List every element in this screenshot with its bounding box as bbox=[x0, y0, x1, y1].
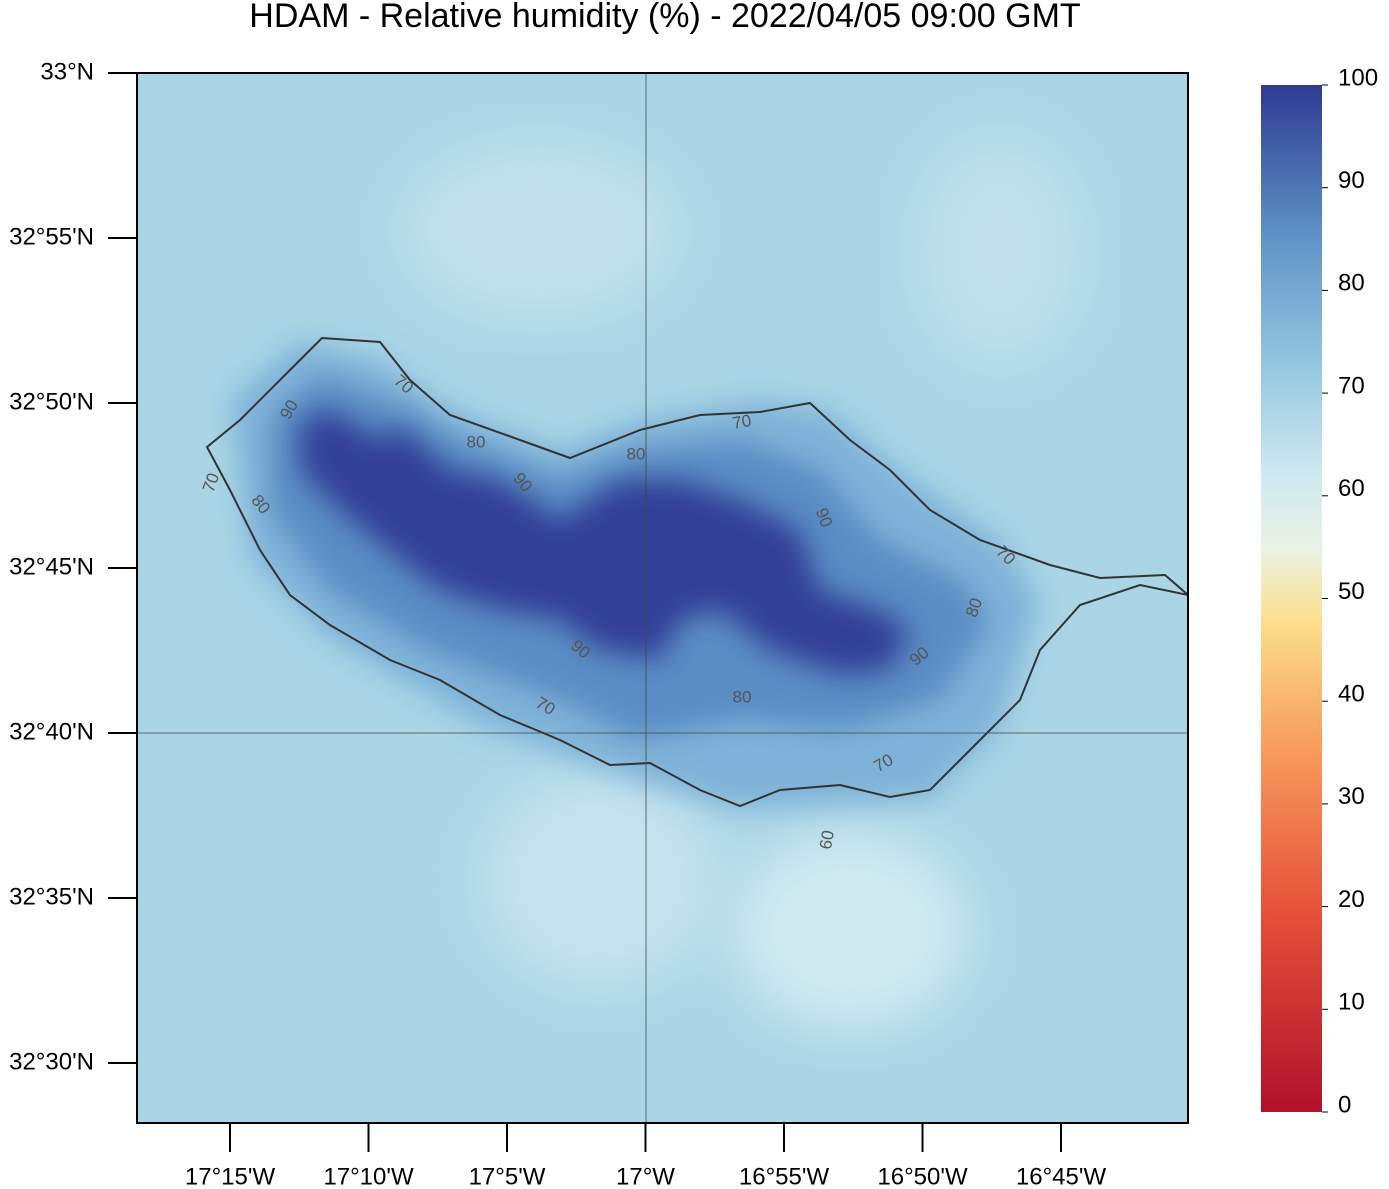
title: HDAM - Relative humidity (%) - 2022/04/0… bbox=[249, 0, 1080, 35]
colorbar-label: 30 bbox=[1338, 783, 1365, 810]
field-patch bbox=[480, 770, 720, 990]
colorbar-label: 60 bbox=[1338, 475, 1365, 502]
colorbar-label: 80 bbox=[1338, 270, 1365, 297]
colorbar-label: 20 bbox=[1338, 886, 1365, 913]
contour-label: 70 bbox=[731, 411, 753, 433]
lon-label: 17°15'W bbox=[185, 1163, 276, 1189]
lat-label: 32°35'N bbox=[9, 883, 94, 910]
colorbar-label: 0 bbox=[1338, 1091, 1351, 1118]
lon-label: 17°10'W bbox=[323, 1163, 414, 1189]
colorbar bbox=[1261, 85, 1322, 1112]
lat-label: 32°40'N bbox=[9, 718, 94, 745]
field-patch bbox=[400, 140, 680, 320]
lat-label: 33°N bbox=[40, 58, 94, 85]
lat-label: 32°50'N bbox=[9, 388, 94, 415]
colorbar-label: 90 bbox=[1338, 167, 1365, 194]
colorbar-label: 50 bbox=[1338, 578, 1365, 605]
plot-frame bbox=[136, 72, 1189, 1124]
field-patch bbox=[910, 130, 1090, 370]
field bbox=[137, 73, 1188, 1123]
lon-label: 16°50'W bbox=[877, 1163, 968, 1189]
colorbar-label: 100 bbox=[1338, 64, 1378, 91]
contour-label: 80 bbox=[627, 444, 646, 463]
lon-label: 17°W bbox=[616, 1163, 675, 1189]
lon-label: 17°5'W bbox=[469, 1163, 546, 1189]
lat-label: 32°45'N bbox=[9, 553, 94, 580]
colorbar-label: 10 bbox=[1338, 989, 1365, 1016]
coastline bbox=[205, 336, 1188, 808]
field-saturated bbox=[300, 410, 910, 675]
lon-label: 16°55'W bbox=[739, 1163, 830, 1189]
lon-label: 16°45'W bbox=[1016, 1163, 1107, 1189]
lat-label: 32°55'N bbox=[9, 223, 94, 250]
contour-label: 80 bbox=[733, 687, 752, 706]
lat-label: 32°30'N bbox=[9, 1048, 94, 1075]
contour-label: 80 bbox=[467, 432, 486, 451]
contour-label: 60 bbox=[816, 829, 838, 851]
colorbar-label: 70 bbox=[1338, 372, 1365, 399]
colorbar-label: 40 bbox=[1338, 681, 1365, 708]
field-patch bbox=[730, 830, 970, 1030]
